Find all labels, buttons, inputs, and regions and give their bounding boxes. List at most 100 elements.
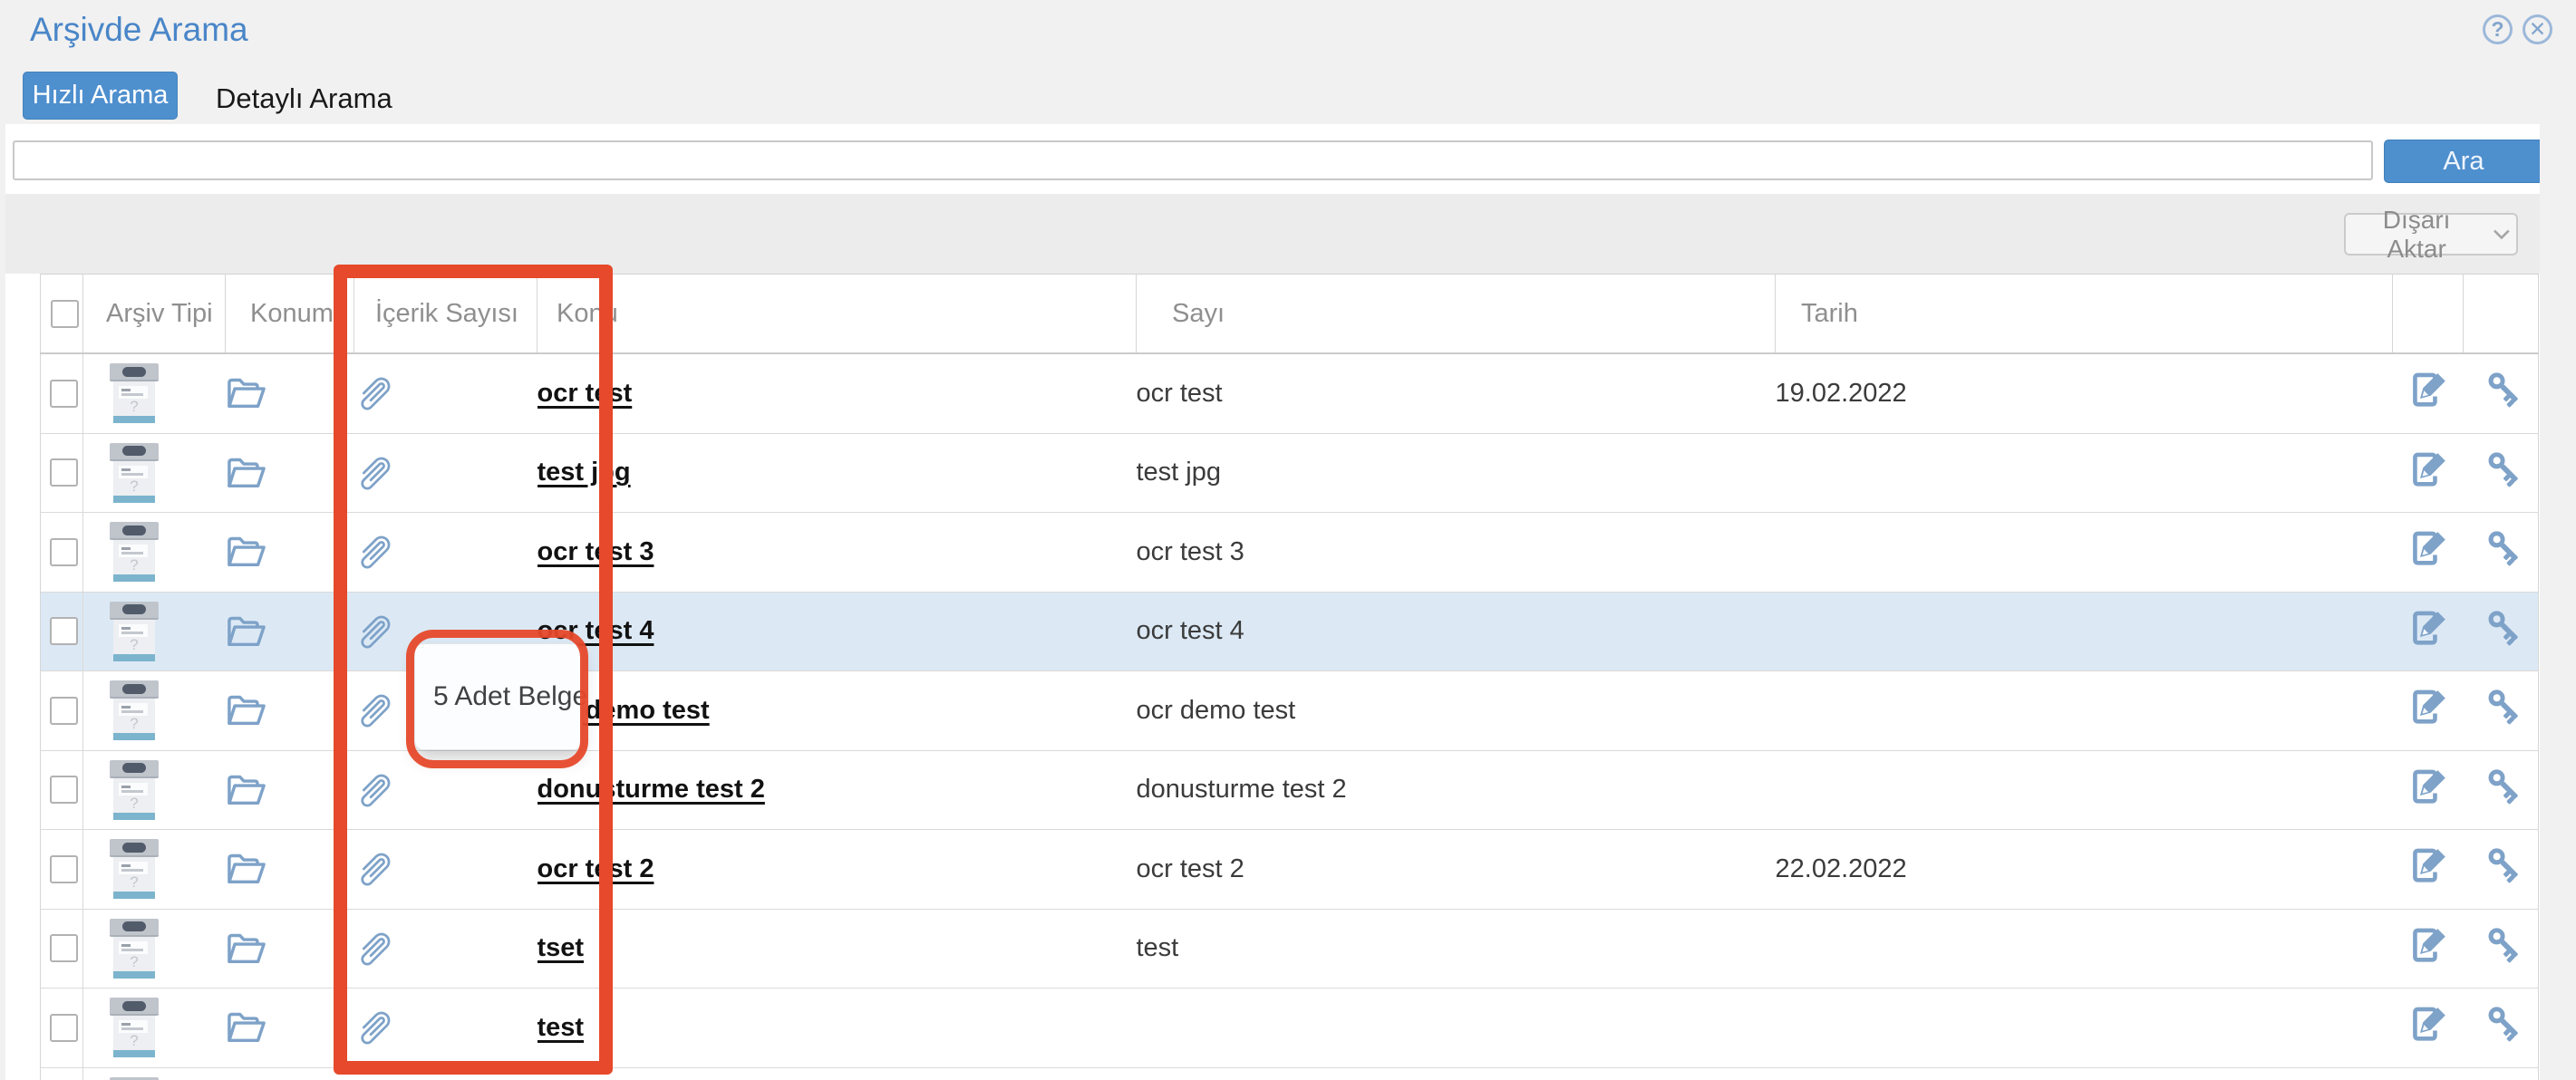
help-icon[interactable]: ? xyxy=(2483,14,2513,44)
column-header-permissions xyxy=(2463,274,2539,354)
paperclip-icon[interactable] xyxy=(354,524,402,580)
archive-box-icon: ? xyxy=(110,363,159,424)
page-title: Arşivde Arama xyxy=(30,11,248,48)
key-icon[interactable] xyxy=(2480,369,2522,410)
key-icon[interactable] xyxy=(2480,686,2522,728)
archive-box-icon: ? xyxy=(110,759,159,820)
edit-icon[interactable] xyxy=(2407,607,2449,649)
folder-icon[interactable] xyxy=(226,454,267,492)
folder-icon[interactable] xyxy=(226,533,267,571)
table-row: ? xyxy=(40,1067,2539,1080)
column-header-subject[interactable]: Konu xyxy=(537,274,1137,354)
paperclip-icon[interactable] xyxy=(354,762,402,818)
row-checkbox[interactable] xyxy=(50,537,78,566)
toolbar: Dışarı Aktar xyxy=(5,194,2540,274)
key-icon[interactable] xyxy=(2480,1003,2522,1045)
archive-box-icon: ? xyxy=(110,442,159,503)
tab-quick-search[interactable]: Hızlı Arama xyxy=(23,72,178,120)
column-header-content-count[interactable]: İçerik Sayısı xyxy=(353,274,537,354)
select-all-checkbox[interactable] xyxy=(51,299,79,328)
tab-detailed-search[interactable]: Detaylı Arama xyxy=(210,82,398,116)
row-checkbox[interactable] xyxy=(50,617,78,646)
paperclip-icon[interactable] xyxy=(354,921,402,977)
folder-icon[interactable] xyxy=(226,1008,267,1046)
key-icon[interactable] xyxy=(2480,448,2522,490)
row-checkbox[interactable] xyxy=(50,854,78,883)
table-row: ? tset test xyxy=(40,909,2539,988)
subject-link[interactable]: donusturme test 2 xyxy=(537,775,765,805)
paperclip-icon[interactable] xyxy=(354,445,402,501)
table-row: ? ocr test 3 ocr test 3 xyxy=(40,512,2539,593)
results-table-body: ? ocr test ocr test 19.02.2022 xyxy=(40,353,2539,1080)
edit-icon[interactable] xyxy=(2407,369,2449,410)
edit-icon[interactable] xyxy=(2407,766,2449,807)
archive-box-icon: ? xyxy=(110,522,159,583)
edit-icon[interactable] xyxy=(2407,1003,2449,1045)
folder-icon[interactable] xyxy=(226,850,267,888)
search-input[interactable] xyxy=(13,140,2373,180)
date-cell: 19.02.2022 xyxy=(1775,353,2393,434)
key-icon[interactable] xyxy=(2480,766,2522,807)
date-cell xyxy=(1775,592,2393,671)
column-header-number[interactable]: Sayı xyxy=(1136,274,1776,354)
archive-box-icon: ? xyxy=(110,839,159,900)
results-table: Arşiv Tipi Konum İçerik Sayısı Konu Sayı… xyxy=(40,274,2539,1080)
table-row: ? ocr test ocr test 19.02.2022 xyxy=(40,353,2539,434)
row-checkbox[interactable] xyxy=(50,776,78,805)
export-button[interactable]: Dışarı Aktar xyxy=(2344,206,2518,263)
edit-icon[interactable] xyxy=(2407,527,2449,569)
paperclip-icon[interactable] xyxy=(354,603,402,660)
number-cell: test xyxy=(1136,909,1776,988)
close-icon[interactable]: ✕ xyxy=(2523,14,2552,44)
column-header-date[interactable]: Tarih xyxy=(1775,274,2393,354)
close-glyph: ✕ xyxy=(2528,17,2547,41)
folder-icon[interactable] xyxy=(226,691,267,729)
number-cell: ocr demo test xyxy=(1136,670,1776,751)
subject-link[interactable]: ocr test 2 xyxy=(537,853,654,883)
edit-icon[interactable] xyxy=(2407,844,2449,886)
row-checkbox[interactable] xyxy=(50,934,78,963)
key-icon[interactable] xyxy=(2480,527,2522,569)
subject-link[interactable]: test jpg xyxy=(537,458,631,487)
subject-link[interactable]: test xyxy=(537,1012,585,1042)
row-checkbox[interactable] xyxy=(50,379,78,408)
paperclip-icon[interactable] xyxy=(354,841,402,897)
date-cell xyxy=(1775,433,2393,513)
date-cell xyxy=(1775,1067,2393,1080)
paperclip-icon[interactable] xyxy=(354,682,402,738)
number-cell xyxy=(1136,988,1776,1068)
subject-link[interactable]: ocr test 3 xyxy=(537,536,654,566)
column-header-archive-type[interactable]: Arşiv Tipi xyxy=(82,274,226,354)
number-cell: ocr test xyxy=(1136,353,1776,434)
subject-link[interactable]: ocr test xyxy=(537,378,633,408)
key-icon[interactable] xyxy=(2480,924,2522,966)
number-cell: test jpg xyxy=(1136,433,1776,513)
table-row: ? donusturme test 2 donusturme test 2 xyxy=(40,750,2539,830)
table-row: ? test jpg test jpg xyxy=(40,433,2539,513)
folder-icon[interactable] xyxy=(226,771,267,809)
number-cell xyxy=(1136,1067,1776,1080)
edit-icon[interactable] xyxy=(2407,448,2449,490)
edit-icon[interactable] xyxy=(2407,924,2449,966)
date-cell xyxy=(1775,909,2393,988)
row-checkbox[interactable] xyxy=(50,458,78,487)
key-icon[interactable] xyxy=(2480,607,2522,649)
archive-box-icon: ? xyxy=(110,680,159,741)
folder-icon[interactable] xyxy=(226,374,267,412)
key-icon[interactable] xyxy=(2480,844,2522,886)
table-row: ? ocr test 4 ocr test 4 xyxy=(40,592,2539,671)
date-cell xyxy=(1775,750,2393,830)
subject-link[interactable]: tset xyxy=(537,933,585,963)
column-header-location[interactable]: Konum xyxy=(225,274,354,354)
search-button[interactable]: Ara xyxy=(2384,140,2540,183)
paperclip-icon[interactable] xyxy=(354,999,402,1056)
edit-icon[interactable] xyxy=(2407,686,2449,728)
number-cell: ocr test 2 xyxy=(1136,829,1776,910)
table-row: ? ocr demo test ocr demo test xyxy=(40,670,2539,751)
row-checkbox[interactable] xyxy=(50,696,78,725)
folder-icon[interactable] xyxy=(226,612,267,651)
paperclip-icon[interactable] xyxy=(354,365,402,421)
row-checkbox[interactable] xyxy=(50,1013,78,1042)
subject-link[interactable]: ocr test 4 xyxy=(537,616,654,646)
folder-icon[interactable] xyxy=(226,930,267,968)
